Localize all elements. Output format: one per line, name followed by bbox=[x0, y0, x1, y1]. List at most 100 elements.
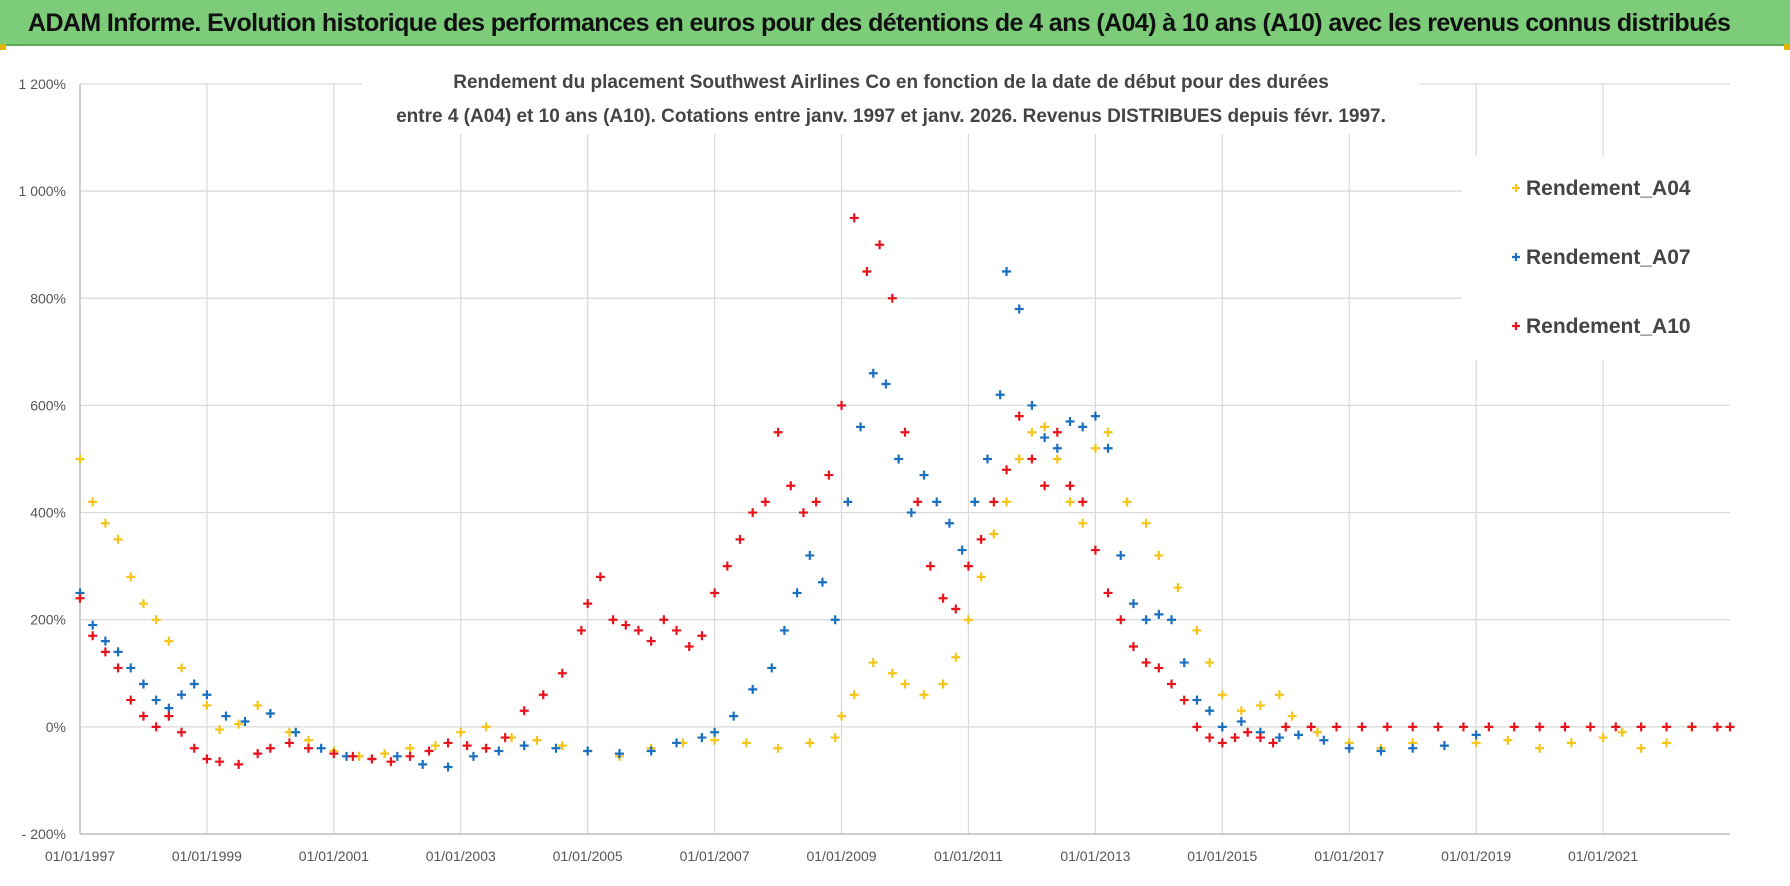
data-point-rendement-a07 bbox=[221, 711, 231, 721]
x-tick-label: 01/01/2019 bbox=[1441, 848, 1511, 864]
data-point-rendement-a07 bbox=[1293, 730, 1303, 740]
legend-label: Rendement_A07 bbox=[1526, 246, 1691, 269]
data-point-rendement-a10 bbox=[443, 738, 453, 748]
data-point-rendement-a07 bbox=[792, 588, 802, 598]
legend-label: Rendement_A04 bbox=[1526, 177, 1691, 200]
data-point-rendement-a10 bbox=[215, 757, 225, 767]
data-point-rendement-a10 bbox=[989, 497, 999, 507]
data-point-rendement-a04 bbox=[1274, 690, 1284, 700]
x-tick-label: 01/01/2001 bbox=[299, 848, 369, 864]
data-point-rendement-a04 bbox=[100, 518, 110, 528]
data-point-rendement-a07 bbox=[113, 647, 123, 657]
legend-marker-rendement-a04 bbox=[1512, 184, 1520, 192]
data-point-rendement-a07 bbox=[1408, 743, 1418, 753]
data-point-rendement-a04 bbox=[177, 663, 187, 673]
data-point-rendement-a07 bbox=[1471, 730, 1481, 740]
data-point-rendement-a10 bbox=[234, 759, 244, 769]
data-point-rendement-a04 bbox=[253, 700, 263, 710]
data-point-rendement-a07 bbox=[1128, 599, 1138, 609]
data-point-rendement-a04 bbox=[1040, 422, 1050, 432]
data-point-rendement-a04 bbox=[1471, 738, 1481, 748]
legend-label: Rendement_A10 bbox=[1526, 315, 1691, 338]
data-point-rendement-a07 bbox=[672, 738, 682, 748]
y-tick-label: 0% bbox=[46, 719, 66, 735]
data-point-rendement-a10 bbox=[1078, 497, 1088, 507]
data-point-rendement-a10 bbox=[189, 743, 199, 753]
data-point-rendement-a10 bbox=[1090, 545, 1100, 555]
data-point-rendement-a10 bbox=[1712, 722, 1722, 732]
data-point-rendement-a10 bbox=[1230, 733, 1240, 743]
data-point-rendement-a10 bbox=[1268, 738, 1278, 748]
data-point-rendement-a07 bbox=[614, 749, 624, 759]
data-point-rendement-a07 bbox=[443, 762, 453, 772]
data-point-rendement-a07 bbox=[646, 746, 656, 756]
data-point-rendement-a10 bbox=[1027, 454, 1037, 464]
legend-marker-rendement-a10 bbox=[1512, 322, 1520, 330]
data-point-rendement-a10 bbox=[519, 706, 529, 716]
data-point-rendement-a04 bbox=[456, 727, 466, 737]
data-point-rendement-a10 bbox=[1306, 722, 1316, 732]
data-point-rendement-a10 bbox=[405, 751, 415, 761]
data-point-rendement-a07 bbox=[1376, 746, 1386, 756]
data-point-rendement-a07 bbox=[100, 636, 110, 646]
data-point-rendement-a10 bbox=[1192, 722, 1202, 732]
data-point-rendement-a10 bbox=[303, 743, 313, 753]
data-point-rendement-a10 bbox=[1040, 481, 1050, 491]
data-point-rendement-a07 bbox=[583, 746, 593, 756]
data-point-rendement-a04 bbox=[1027, 427, 1037, 437]
data-point-rendement-a10 bbox=[1357, 722, 1367, 732]
data-point-rendement-a10 bbox=[284, 738, 294, 748]
data-point-rendement-a10 bbox=[367, 754, 377, 764]
chart-title-background bbox=[362, 62, 1420, 134]
data-point-rendement-a10 bbox=[1281, 722, 1291, 732]
data-point-rendement-a07 bbox=[1154, 609, 1164, 619]
data-point-rendement-a07 bbox=[906, 508, 916, 518]
data-point-rendement-a07 bbox=[1052, 443, 1062, 453]
data-point-rendement-a10 bbox=[481, 743, 491, 753]
data-point-rendement-a10 bbox=[1382, 722, 1392, 732]
data-point-rendement-a10 bbox=[1167, 679, 1177, 689]
data-point-rendement-a04 bbox=[215, 725, 225, 735]
chart-legend[interactable]: Rendement_A04 Rendement_A07 Rendement_A10 bbox=[1462, 156, 1730, 360]
data-point-rendement-a07 bbox=[164, 703, 174, 713]
data-points bbox=[75, 213, 1735, 772]
data-point-rendement-a07 bbox=[1344, 743, 1354, 753]
x-tick-label: 01/01/2009 bbox=[806, 848, 876, 864]
data-point-rendement-a10 bbox=[913, 497, 923, 507]
data-point-rendement-a10 bbox=[633, 625, 643, 635]
data-point-rendement-a07 bbox=[856, 422, 866, 432]
x-tick-label: 01/01/2013 bbox=[1060, 848, 1130, 864]
data-point-rendement-a10 bbox=[608, 615, 618, 625]
report-banner: ADAM Informe. Evolution historique des p… bbox=[0, 0, 1790, 46]
data-point-rendement-a10 bbox=[253, 749, 263, 759]
data-point-rendement-a10 bbox=[1662, 722, 1672, 732]
data-point-rendement-a10 bbox=[659, 615, 669, 625]
y-tick-label: 1 000% bbox=[19, 183, 66, 199]
data-point-rendement-a04 bbox=[868, 658, 878, 668]
data-point-rendement-a07 bbox=[748, 684, 758, 694]
data-point-rendement-a07 bbox=[177, 690, 187, 700]
data-point-rendement-a10 bbox=[735, 534, 745, 544]
data-point-rendement-a10 bbox=[1065, 481, 1075, 491]
data-point-rendement-a07 bbox=[392, 751, 402, 761]
data-point-rendement-a10 bbox=[811, 497, 821, 507]
data-point-rendement-a07 bbox=[919, 470, 929, 480]
data-point-rendement-a10 bbox=[621, 620, 631, 630]
data-point-rendement-a10 bbox=[1217, 738, 1227, 748]
data-point-rendement-a10 bbox=[925, 561, 935, 571]
data-point-rendement-a07 bbox=[1205, 706, 1215, 716]
data-point-rendement-a04 bbox=[1103, 427, 1113, 437]
data-point-rendement-a10 bbox=[773, 427, 783, 437]
data-point-rendement-a10 bbox=[1585, 722, 1595, 732]
data-point-rendement-a10 bbox=[1484, 722, 1494, 732]
data-point-rendement-a10 bbox=[151, 722, 161, 732]
data-point-rendement-a04 bbox=[1617, 727, 1627, 737]
data-point-rendement-a04 bbox=[234, 719, 244, 729]
data-point-rendement-a10 bbox=[1014, 411, 1024, 421]
data-point-rendement-a07 bbox=[1103, 443, 1113, 453]
data-point-rendement-a10 bbox=[951, 604, 961, 614]
data-point-rendement-a10 bbox=[672, 625, 682, 635]
y-axis: - 200% 0% 200% 400% 600% 800% 1 000% 1 200% bbox=[19, 76, 81, 842]
data-point-rendement-a04 bbox=[405, 743, 415, 753]
data-point-rendement-a04 bbox=[849, 690, 859, 700]
